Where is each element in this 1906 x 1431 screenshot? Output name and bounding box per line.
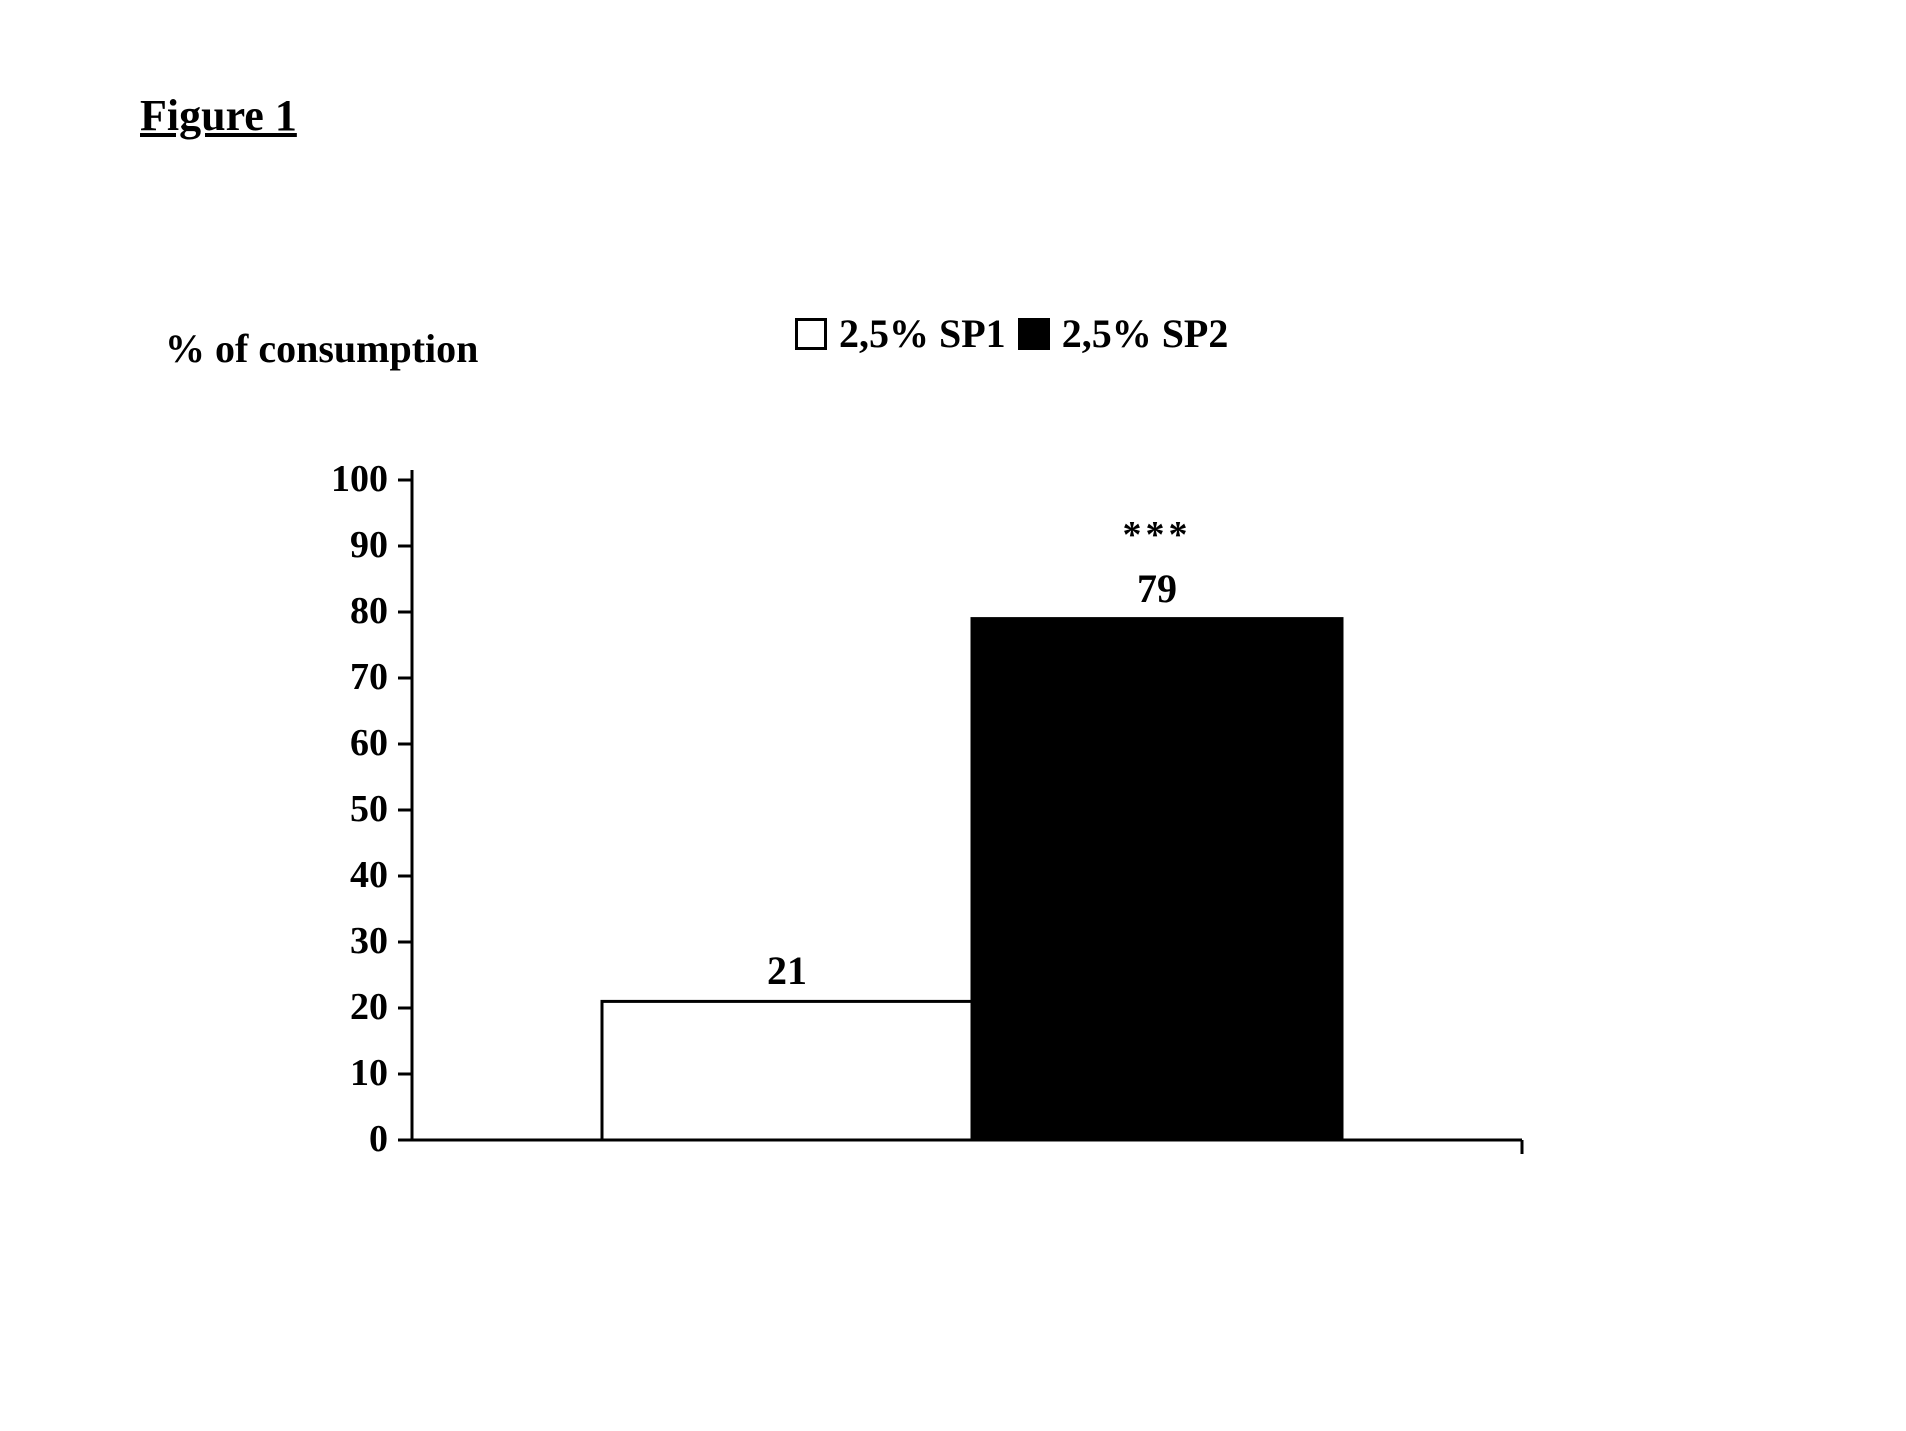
legend-swatch-sp2: [1018, 318, 1050, 350]
ytick-label: 20: [300, 985, 388, 1029]
yaxis-title: % of consumption: [165, 325, 478, 372]
ytick-label: 60: [300, 721, 388, 765]
bar-chart: 0 10 20 30 40 50 60 70 80 90 100 21 79 ***: [300, 450, 1562, 1180]
ytick-label: 90: [300, 523, 388, 567]
chart-svg: [300, 450, 1562, 1180]
legend-swatch-sp1: [795, 318, 827, 350]
legend-label-sp2: 2,5% SP2: [1062, 310, 1229, 357]
bar-SP2: [972, 619, 1342, 1140]
ytick-label: 30: [300, 919, 388, 963]
ytick-label: 10: [300, 1051, 388, 1095]
ytick-label: 80: [300, 589, 388, 633]
ytick-label: 0: [300, 1117, 388, 1161]
legend-label-sp1: 2,5% SP1: [839, 310, 1006, 357]
ytick-label: 40: [300, 853, 388, 897]
ytick-label: 50: [300, 787, 388, 831]
legend: 2,5% SP1 2,5% SP2: [795, 310, 1228, 357]
bar-value-label: 21: [602, 947, 972, 994]
figure-title: Figure 1: [140, 90, 297, 141]
ytick-label: 100: [300, 457, 388, 501]
significance-label: ***: [972, 513, 1342, 557]
ytick-label: 70: [300, 655, 388, 699]
bar-SP1: [602, 1001, 972, 1140]
bar-value-label: 79: [972, 565, 1342, 612]
